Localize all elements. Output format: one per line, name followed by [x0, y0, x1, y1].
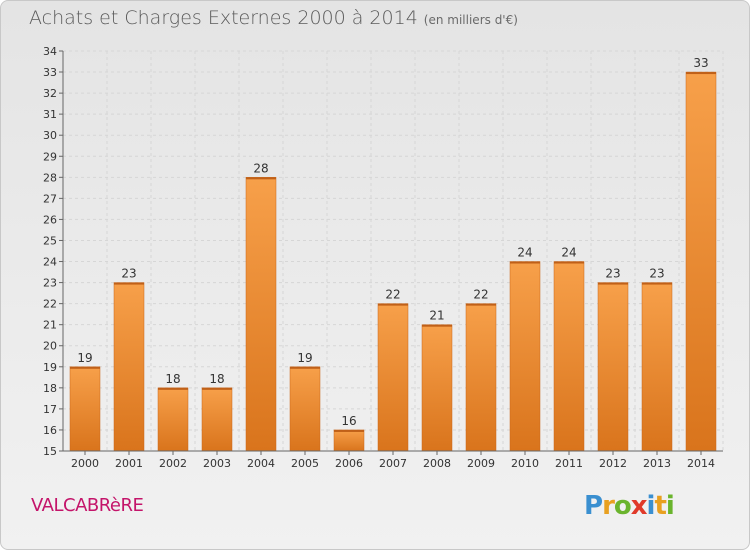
y-tick-label: 30: [43, 129, 57, 142]
value-label: 16: [341, 414, 356, 428]
value-label: 19: [297, 351, 312, 365]
bar-top: [290, 366, 320, 369]
logo-letter: x: [630, 491, 648, 521]
bar-top: [598, 282, 628, 285]
bar: [465, 303, 497, 452]
value-label: 22: [385, 288, 400, 302]
value-labels: 19 23 18 18 28 19 16 22 21 22 24 24 23 23 33: [77, 56, 708, 428]
bar-top: [202, 387, 232, 390]
y-tick-label: 29: [43, 150, 57, 163]
y-tick-label: 20: [43, 340, 57, 353]
y-tick-label: 22: [43, 298, 57, 311]
bar-top: [686, 72, 716, 75]
bar: [421, 324, 453, 452]
y-tick-label: 24: [43, 256, 57, 269]
bar-top: [642, 282, 672, 285]
x-tick-label: 2010: [511, 457, 539, 470]
value-label: 23: [121, 267, 136, 281]
x-tick-label: 2000: [71, 457, 99, 470]
y-tick-label: 23: [43, 277, 57, 290]
bar-top: [378, 303, 408, 306]
bar: [685, 71, 717, 452]
y-tick-label: 17: [43, 403, 57, 416]
value-label: 22: [473, 288, 488, 302]
x-tick-label: 2013: [643, 457, 671, 470]
chart-header: Achats et Charges Externes 2000 à 2014 (e…: [29, 7, 518, 29]
value-label: 33: [693, 56, 708, 70]
logo-letter: t: [654, 491, 666, 521]
bar: [113, 282, 145, 452]
x-tick-label: 2007: [379, 457, 407, 470]
x-tick-label: 2009: [467, 457, 495, 470]
y-tick-label: 32: [43, 87, 57, 100]
x-tick-label: 2001: [115, 457, 143, 470]
bar: [157, 387, 189, 452]
bar-top: [422, 324, 452, 327]
x-tick-label: 2003: [203, 457, 231, 470]
bar: [509, 261, 541, 452]
bar: [245, 177, 277, 452]
x-tick-label: 2012: [599, 457, 627, 470]
bar-top: [466, 303, 496, 306]
x-tick-label: 2004: [247, 457, 275, 470]
bar: [641, 282, 673, 452]
bar: [289, 366, 321, 452]
x-tick-label: 2008: [423, 457, 451, 470]
value-label: 28: [253, 161, 268, 175]
y-axis: 15 16 17 18 19 20 21 22 23 24 25 26 27 28 29 30 31 32 33 34: [43, 45, 64, 458]
logo-letter: i: [646, 491, 656, 521]
x-tick-label: 2014: [687, 457, 715, 470]
bar: [201, 387, 233, 452]
logo-letter: P: [584, 491, 603, 521]
value-label: 21: [429, 309, 444, 323]
bar-top: [114, 282, 144, 285]
y-tick-label: 16: [43, 424, 57, 437]
value-label: 18: [165, 372, 180, 386]
bar: [377, 303, 409, 452]
chart-title: Achats et Charges Externes 2000 à 2014: [29, 7, 418, 29]
y-tick-label: 15: [43, 445, 57, 458]
y-tick-label: 25: [43, 234, 57, 247]
x-tick-label: 2006: [335, 457, 363, 470]
value-label: 19: [77, 351, 92, 365]
y-tick-label: 19: [43, 361, 57, 374]
x-tick-label: 2011: [555, 457, 583, 470]
y-tick-label: 33: [43, 66, 57, 79]
bar-top: [334, 429, 364, 432]
value-label: 24: [517, 246, 532, 260]
logo-letter: r: [602, 491, 615, 521]
x-tick-label: 2005: [291, 457, 319, 470]
value-label: 23: [649, 267, 664, 281]
value-label: 18: [209, 372, 224, 386]
y-tick-label: 28: [43, 171, 57, 184]
commune-name: VALCABRèRE: [31, 495, 144, 516]
logo-letter: o: [613, 491, 632, 521]
logo-letter: i: [665, 491, 675, 521]
proxiti-logo: Proxiti: [584, 491, 675, 521]
x-axis: 2000 2001 2002 2003 2004 2005 2006 2007 2008 2009…: [63, 450, 723, 470]
value-label: 24: [561, 246, 576, 260]
bar-top: [246, 177, 276, 180]
bar-top: [70, 366, 100, 369]
bar: [69, 366, 101, 452]
value-label: 23: [605, 267, 620, 281]
x-tick-label: 2002: [159, 457, 187, 470]
bar: [597, 282, 629, 452]
bar-top: [554, 261, 584, 264]
bars: [69, 71, 717, 452]
y-tick-label: 31: [43, 108, 57, 121]
bar: [553, 261, 585, 452]
y-tick-label: 21: [43, 319, 57, 332]
chart-subtitle: (en milliers d'€): [423, 13, 518, 27]
y-tick-label: 34: [43, 45, 57, 58]
y-tick-label: 27: [43, 192, 57, 205]
y-tick-label: 26: [43, 213, 57, 226]
bar-top: [158, 387, 188, 390]
y-tick-label: 18: [43, 382, 57, 395]
bar: [333, 429, 365, 452]
bar-top: [510, 261, 540, 264]
